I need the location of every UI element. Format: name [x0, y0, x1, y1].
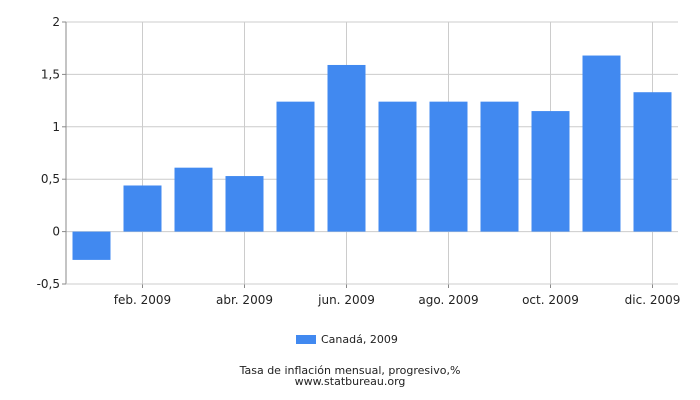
x-tick-label: oct. 2009	[522, 293, 579, 307]
bar	[633, 92, 672, 232]
x-tick-label: jun. 2009	[317, 293, 375, 307]
bar	[327, 64, 366, 232]
bar	[531, 111, 570, 232]
bar	[582, 55, 621, 232]
bar	[174, 167, 213, 232]
x-tick-label: ago. 2009	[418, 293, 478, 307]
chart-caption: Tasa de inflación mensual, progresivo,%	[239, 364, 461, 377]
bar	[72, 231, 111, 260]
y-tick-label: 0	[52, 225, 60, 239]
bar	[123, 185, 162, 232]
y-tick-label: -0,5	[37, 277, 60, 291]
source-link[interactable]: www.statbureau.org	[294, 375, 406, 388]
legend: Canadá, 2009	[296, 333, 398, 346]
y-tick-label: 0,5	[41, 172, 60, 186]
bar	[378, 101, 417, 232]
legend-swatch	[296, 335, 316, 344]
bar	[276, 101, 315, 232]
legend-label: Canadá, 2009	[321, 333, 398, 346]
y-tick-label: 1,5	[41, 67, 60, 81]
y-tick-label: 1	[52, 120, 60, 134]
x-tick-label: abr. 2009	[216, 293, 273, 307]
x-tick-label: dic. 2009	[625, 293, 681, 307]
x-tick-label: feb. 2009	[114, 293, 171, 307]
y-tick-label: 2	[52, 15, 60, 29]
bar	[429, 101, 468, 232]
bar	[225, 176, 264, 232]
bar	[480, 101, 519, 232]
